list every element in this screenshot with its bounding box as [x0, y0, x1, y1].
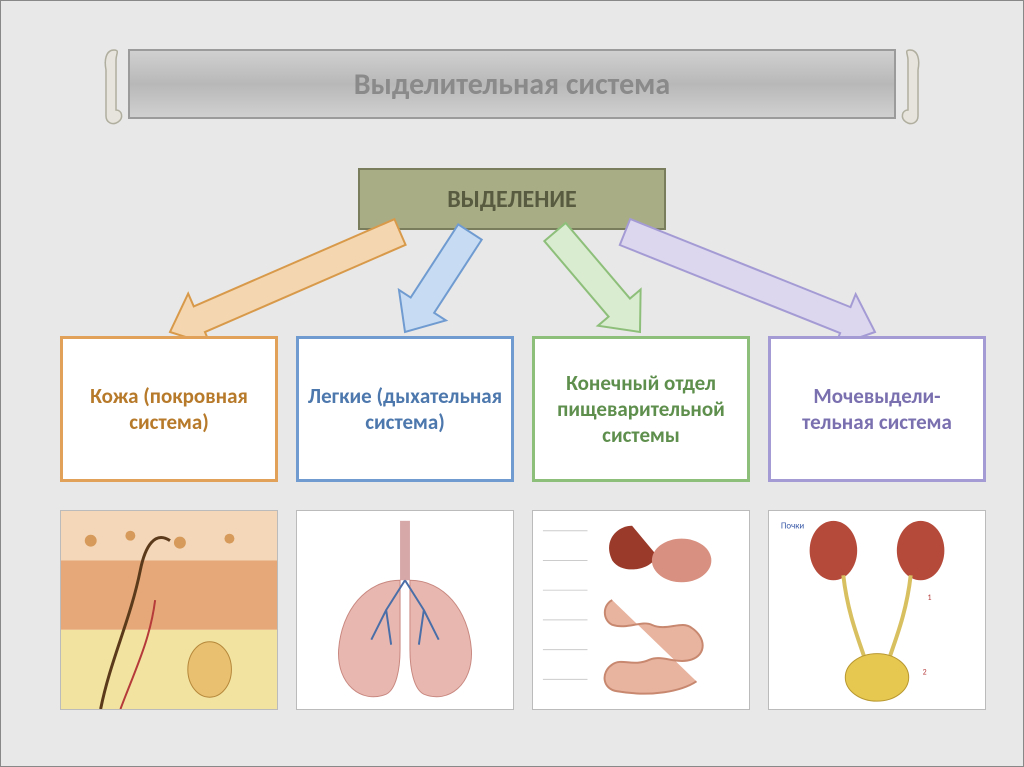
branch-image-3: Почки 1 2	[768, 510, 986, 710]
svg-text:2: 2	[923, 667, 927, 677]
root-node: ВЫДЕЛЕНИЕ	[358, 168, 666, 230]
branch-box-0: Кожа (покровная система)	[60, 336, 278, 482]
branch-image-1	[296, 510, 514, 710]
page-title: Выделительная система	[128, 49, 896, 119]
scroll-end-left-icon	[100, 40, 128, 128]
branch-box-1: Легкие (дыхательная система)	[296, 336, 514, 482]
branch-image-2	[532, 510, 750, 710]
branch-box-3: Мочевыдели-тельная система	[768, 336, 986, 482]
scroll-end-right-icon	[896, 40, 924, 128]
title-banner: Выделительная система	[100, 40, 924, 128]
branch-box-2: Конечный отдел пищеварительной системы	[532, 336, 750, 482]
svg-text:1: 1	[928, 593, 932, 603]
branch-image-0	[60, 510, 278, 710]
svg-text:Почки: Почки	[781, 522, 805, 532]
